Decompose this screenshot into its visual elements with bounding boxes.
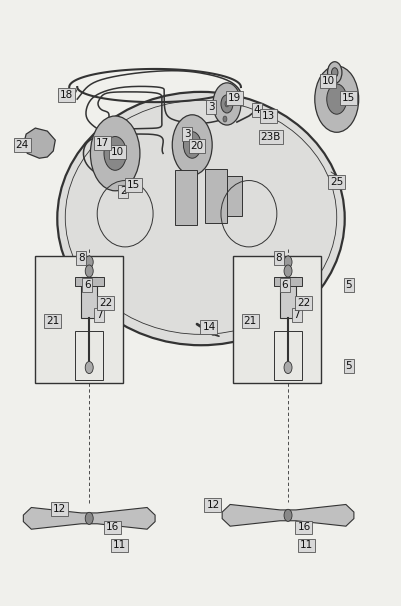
Text: 10: 10 [320, 76, 334, 86]
Text: 15: 15 [341, 93, 354, 103]
Circle shape [85, 362, 93, 373]
Text: 12: 12 [206, 500, 219, 510]
Bar [174, 170, 196, 225]
Circle shape [85, 512, 93, 524]
Text: 8: 8 [275, 253, 282, 263]
Text: 22: 22 [99, 298, 112, 308]
Text: 6: 6 [84, 280, 90, 290]
Text: 21: 21 [243, 316, 256, 326]
Text: 22: 22 [297, 298, 310, 308]
Text: 20: 20 [190, 141, 203, 151]
Text: 24: 24 [16, 140, 29, 150]
Text: 2: 2 [119, 187, 126, 196]
Circle shape [326, 84, 346, 114]
Bar [279, 277, 295, 318]
Polygon shape [23, 507, 155, 529]
Circle shape [223, 116, 227, 122]
FancyBboxPatch shape [35, 256, 123, 382]
Bar [227, 176, 241, 216]
Text: 3: 3 [183, 129, 190, 139]
Text: 8: 8 [78, 253, 84, 263]
Bar [75, 277, 103, 286]
Circle shape [104, 136, 126, 170]
Text: 7: 7 [96, 310, 102, 320]
Text: 13: 13 [261, 111, 275, 121]
Circle shape [284, 362, 291, 373]
Circle shape [90, 116, 140, 191]
Circle shape [225, 101, 229, 107]
Circle shape [284, 509, 291, 521]
Circle shape [113, 150, 117, 156]
Circle shape [85, 265, 93, 277]
Polygon shape [222, 504, 353, 526]
Bar [273, 331, 301, 379]
Polygon shape [23, 128, 55, 158]
Text: 12: 12 [53, 504, 66, 514]
Bar [205, 169, 227, 224]
Text: 16: 16 [297, 522, 310, 533]
FancyBboxPatch shape [232, 256, 320, 382]
Text: 19: 19 [228, 93, 241, 103]
Circle shape [284, 265, 291, 277]
Text: 10: 10 [110, 147, 124, 157]
Text: 11: 11 [300, 541, 313, 550]
Text: 18: 18 [59, 90, 73, 100]
Text: 4: 4 [253, 105, 259, 115]
Text: 17: 17 [95, 138, 109, 148]
Ellipse shape [57, 92, 344, 345]
Circle shape [284, 256, 291, 268]
Text: 23B: 23B [260, 132, 280, 142]
Text: 21: 21 [46, 316, 59, 326]
Circle shape [172, 115, 212, 175]
Circle shape [183, 132, 200, 158]
Bar [75, 331, 103, 379]
Circle shape [314, 66, 358, 132]
Circle shape [85, 256, 93, 268]
Text: 5: 5 [344, 280, 351, 290]
Text: 25: 25 [329, 178, 342, 187]
Text: 14: 14 [202, 322, 215, 332]
Bar [273, 277, 302, 286]
Text: 6: 6 [281, 280, 288, 290]
Text: 5: 5 [344, 361, 351, 371]
Text: 3: 3 [207, 102, 214, 112]
Bar [81, 277, 97, 318]
Circle shape [221, 95, 232, 113]
Circle shape [331, 68, 337, 78]
Circle shape [327, 62, 341, 84]
Circle shape [213, 83, 240, 125]
Text: 16: 16 [105, 522, 119, 533]
Text: 11: 11 [112, 541, 126, 550]
Text: 15: 15 [126, 181, 140, 190]
Text: 7: 7 [293, 310, 300, 320]
Circle shape [190, 142, 194, 148]
